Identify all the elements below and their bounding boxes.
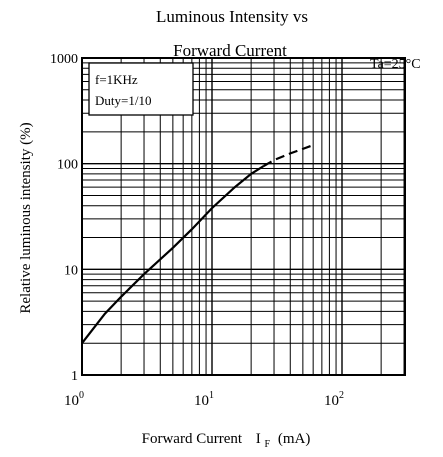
x-tick-label: 101	[194, 390, 214, 409]
x-axis-label: Forward Current I F (mA)	[142, 431, 311, 451]
chart-title-line2: Forward Current	[173, 41, 287, 60]
x-axis-label-main: Forward Current	[142, 431, 243, 447]
y-tick-labels: 1 10 100 1000	[50, 52, 78, 384]
condition-label: Ta=25°C	[370, 57, 421, 72]
y-tick-label: 1	[71, 369, 78, 384]
legend-line-1: f=1KHz	[95, 72, 138, 87]
x-axis-label-subscript: F	[265, 439, 271, 450]
x-tick-label: 100	[64, 390, 84, 409]
x-tick-labels: 100 101 102	[64, 390, 344, 409]
series-line-2	[263, 144, 314, 167]
x-axis-label-unit: (mA)	[278, 431, 311, 447]
series-line-1	[81, 165, 265, 344]
legend-line-2: Duty=1/10	[95, 93, 151, 108]
legend: f=1KHz Duty=1/10	[88, 62, 194, 116]
x-tick-label: 102	[324, 390, 344, 409]
y-tick-label: 10	[64, 263, 78, 278]
y-tick-label: 1000	[50, 52, 78, 67]
y-tick-label: 100	[57, 158, 78, 173]
x-axis-label-symbol: I	[256, 431, 261, 447]
plot-frame	[81, 57, 406, 376]
chart-title-line1: Luminous Intensity vs	[156, 7, 308, 26]
legend-box	[88, 62, 194, 116]
y-axis-label: Relative luminous intensity (%)	[18, 122, 34, 313]
series-layer	[81, 144, 314, 344]
